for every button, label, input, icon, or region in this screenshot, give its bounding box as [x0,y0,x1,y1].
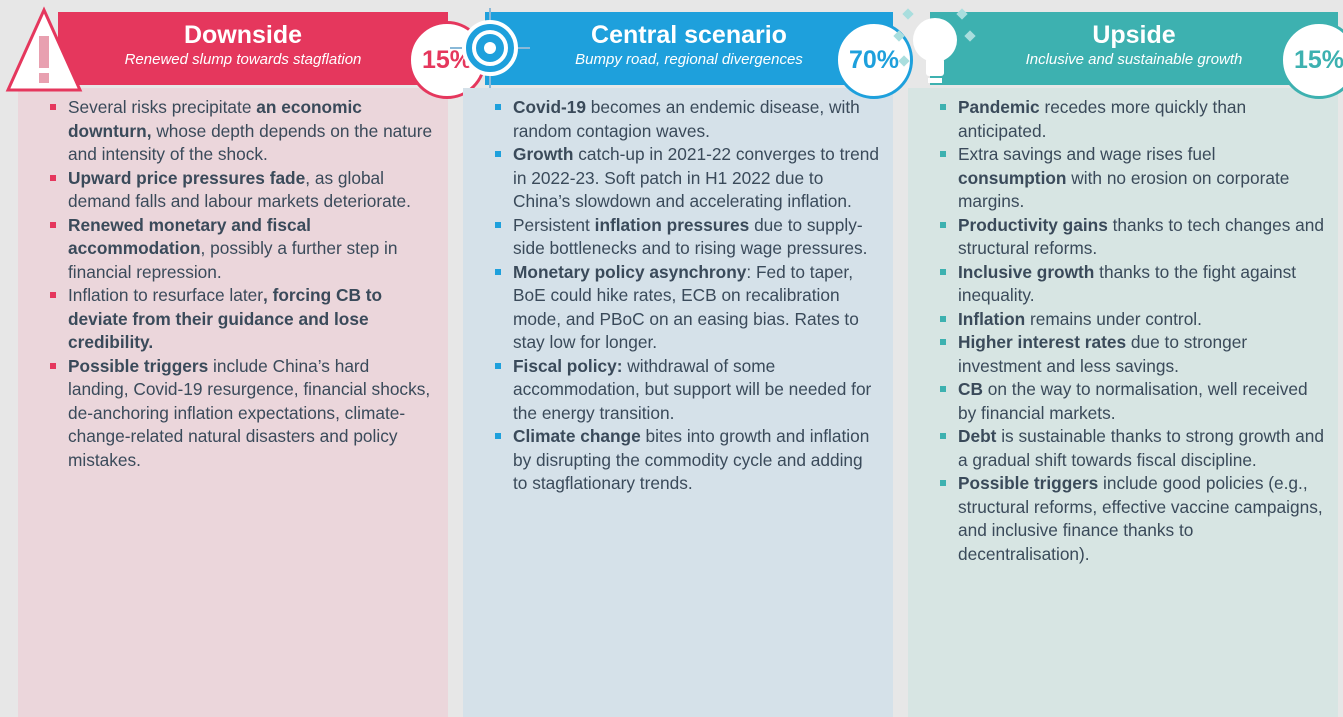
bullet-text: include China’s hard landing, Covid-19 r… [68,355,431,470]
bullet-text: CB [958,379,983,399]
scenario-subtitle: Bumpy road, regional divergences [575,51,803,68]
bullet-text: , forcing CB to deviate from their guida… [68,285,383,352]
bullet-text: Possible triggers [68,355,209,376]
scenario-header: Central scenario Bumpy road, regional div… [485,12,913,99]
bullet: Growth catch-up in 2021-22 converges to … [495,143,879,214]
bullet-text: , possibly a further step in financial r… [68,238,398,282]
bullet: Inflation to resurface later, forcing CB… [50,284,434,355]
bullet-text: on the way to normalisation, well receiv… [958,379,1308,423]
bullet-text: is sustainable thanks to strong growth a… [958,426,1324,470]
scenario-title: Central scenario [591,21,787,49]
bullet-text: Extra savings and wage rises fuel [958,144,1216,164]
bullet: CB on the way to normalisation, well rec… [940,378,1324,425]
scenario-column: Upside Inclusive and sustainable growth 15… [908,0,1343,717]
bullet-text: catch-up in 2021-22 converges to trend i… [513,144,879,211]
scenario-title: Downside [183,21,303,49]
bullet: Productivity gains thanks to tech change… [940,214,1324,261]
bullet: Several risks precipitate an economic do… [50,96,434,167]
bullet-text: due to stronger investment and less savi… [958,332,1248,376]
bullet-text: an economic downturn, [68,97,362,141]
bullet: Extra savings and wage rises fuel consum… [940,143,1324,214]
bullet-text: Fiscal policy: [513,355,623,376]
bullet: Inclusive growth thanks to the fight aga… [940,261,1324,308]
panel [463,88,893,717]
bullet: Climate change bites into growth and inf… [495,425,879,496]
bullet-text: : Fed to taper, BoE could hike rates, EC… [513,261,859,353]
bullet: Monetary policy asynchrony: Fed to taper… [495,261,879,355]
bullet-text: Covid-19 [513,97,586,117]
bullet-text: remains under control. [1025,308,1202,329]
bullet: Debt is sustainable thanks to strong gro… [940,425,1324,472]
bullet: Upward price pressures fade, as global d… [50,167,434,214]
bullet: Inflation remains under control. [940,308,1324,332]
bullet-text: Growth [513,144,574,164]
bullet-text: thanks to tech changes and structural re… [958,214,1324,259]
bullet-text: Persistent [513,214,595,235]
bullet: Fiscal policy: withdrawal of some accomm… [495,355,879,426]
scenario-header: Downside Renewed slump towards stagflatio… [58,12,486,99]
bullet: Higher interest rates due to stronger in… [940,331,1324,378]
bullet-text: Climate change [513,426,641,446]
bullet-text: consumption [958,167,1067,188]
target-icon [450,8,530,88]
bullet-text: becomes an endemic disease, with random … [513,97,860,141]
bullet-text: inflation pressures [594,214,750,235]
bullet-text: Debt [958,426,997,446]
bullet-text: , as global demand falls and labour mark… [68,167,411,212]
scenario-header: Upside Inclusive and sustainable growth 15… [930,12,1343,99]
bullet-text: Several risks precipitate [68,97,257,117]
bullet-text: Pandemic [958,97,1040,117]
scenario-column: Central scenario Bumpy road, regional div… [463,0,913,717]
warning-icon [5,6,83,92]
bullet-text: Inflation to resurface later [68,285,263,305]
bullet-text: with no erosion on corporate margins. [958,167,1290,212]
probability-badge: 15% [1280,21,1343,99]
bullet-text: Upward price pressures fade [68,167,306,188]
bullet-text: Renewed monetary and fiscal accommodatio… [68,214,311,259]
bullet: Possible triggers include China’s hard l… [50,355,434,473]
scenario-title: Upside [1092,21,1176,49]
bullet: Pandemic recedes more quickly than antic… [940,96,1324,143]
scenario-column: Downside Renewed slump towards stagflatio… [18,0,486,717]
bullet-text: include good policies (e.g., structural … [958,473,1323,564]
bullet-text: whose depth depends on the nature and in… [68,120,433,165]
bullet-text: due to supply-side bottlenecks and to ri… [513,214,868,259]
bullet-text: Inclusive growth [958,261,1095,282]
bulb-icon [893,8,976,83]
bullet: Possible triggers include good policies … [940,472,1324,566]
bullet-text: Higher interest rates [958,332,1127,352]
bullet-text: recedes more quickly than anticipated. [958,97,1247,141]
bullet: Renewed monetary and fiscal accommodatio… [50,214,434,285]
bullet: Persistent inflation pressures due to su… [495,214,879,261]
bullet: Covid-19 becomes an endemic disease, wit… [495,96,879,143]
bullet-text: bites into growth and inflation by disru… [513,426,870,493]
bullet-text: withdrawal of some accommodation, but su… [513,355,872,423]
panel [18,88,448,717]
bullet-text: thanks to the fight against inequality. [958,261,1297,306]
bullet-text: Inflation [958,308,1026,329]
bullet-list: Covid-19 becomes an endemic disease, wit… [463,96,893,496]
panel [908,88,1338,717]
scenario-subtitle: Inclusive and sustainable growth [1025,51,1243,68]
bullet-text: Productivity gains [958,214,1108,235]
bullet-text: Monetary policy asynchrony [513,261,747,282]
bullet-list: Pandemic recedes more quickly than antic… [908,96,1338,566]
bullet-text: Possible triggers [958,473,1099,493]
scenario-subtitle: Renewed slump towards stagflation [124,51,362,68]
bullet-list: Several risks precipitate an economic do… [18,96,448,472]
